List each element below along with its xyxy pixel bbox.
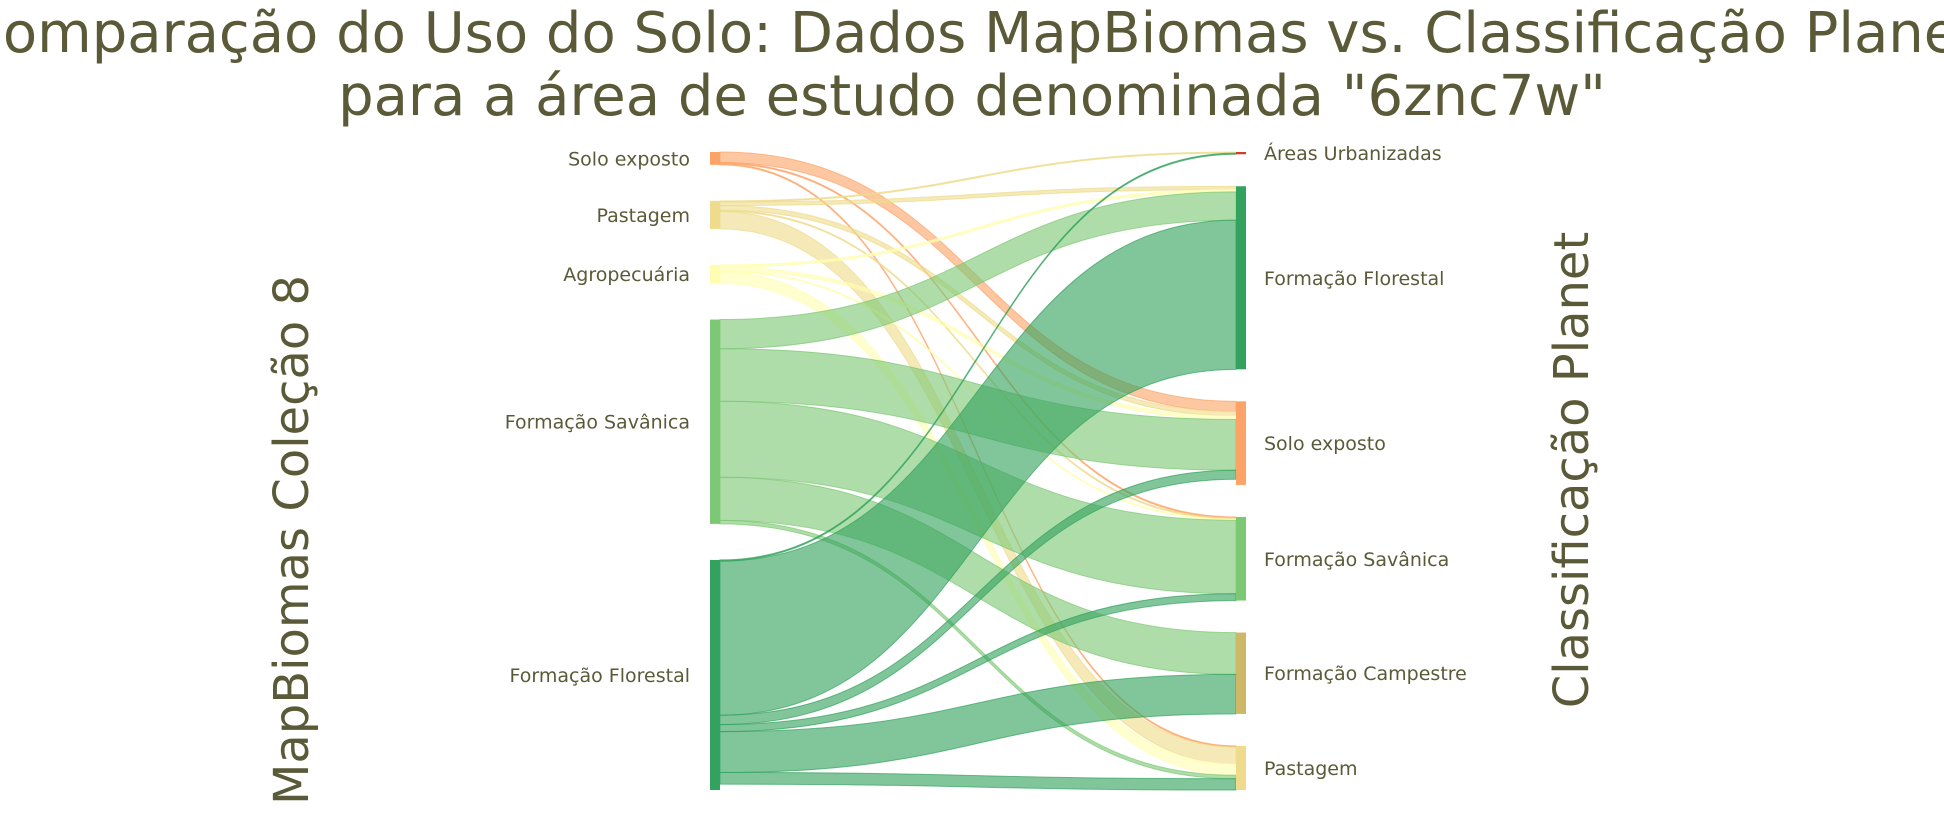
target-node-formacao-campestre [1236,632,1246,714]
right-axis-label: Classificação Planet [1544,232,1600,709]
source-node-agropecuaria [710,264,720,284]
labels-layer: Solo exposto Pastagem Agropecuária Formação… [505,142,1467,780]
target-node-solo-exposto [1236,401,1246,485]
target-label-formacao-florestal: Formação Florestal [1264,268,1444,290]
target-node-areas-urbanizadas [1236,152,1246,155]
target-node-pastagem [1236,745,1246,790]
target-label-areas-urbanizadas: Áreas Urbanizadas [1264,142,1442,165]
target-label-formacao-campestre: Formação Campestre [1264,663,1467,685]
chart-subtitle: para a área de estudo denominada "6znc7w… [338,64,1606,129]
chart-title: Comparação do Uso do Solo: Dados MapBiom… [0,1,1944,66]
source-label-pastagem: Pastagem [597,205,691,227]
target-label-pastagem: Pastagem [1264,758,1358,780]
left-axis-label: MapBiomas Coleção 8 [264,275,320,805]
target-label-solo-exposto: Solo exposto [1264,433,1386,455]
target-label-formacao-savanica: Formação Savânica [1264,549,1449,571]
source-node-formacao-savanica [710,319,720,524]
target-node-formacao-florestal [1236,186,1246,370]
target-node-formacao-savanica [1236,516,1246,601]
source-label-formacao-florestal: Formação Florestal [510,665,690,687]
source-node-solo-exposto [710,152,720,165]
source-label-solo-exposto: Solo exposto [568,148,690,170]
flow-formacao-florestal-to-pastagem [719,771,1237,791]
flow-formacao-florestal-to-formacao-florestal [719,219,1237,716]
source-label-agropecuaria: Agropecuária [563,264,690,286]
links-layer [719,151,1237,791]
source-label-formacao-savanica: Formação Savânica [505,412,690,434]
source-node-pastagem [710,200,720,229]
source-node-formacao-florestal [710,559,720,790]
nodes-layer [710,152,1246,790]
